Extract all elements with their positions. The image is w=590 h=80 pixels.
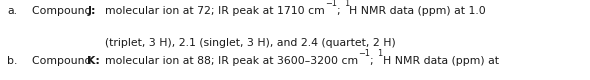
Text: H NMR data (ppm) at 1.0: H NMR data (ppm) at 1.0 bbox=[349, 6, 486, 16]
Text: −1: −1 bbox=[324, 0, 337, 8]
Text: 1: 1 bbox=[344, 0, 349, 8]
Text: molecular ion at 88; IR peak at 3600–3200 cm: molecular ion at 88; IR peak at 3600–320… bbox=[105, 56, 358, 66]
Text: 1: 1 bbox=[377, 49, 382, 58]
Text: ;: ; bbox=[370, 56, 377, 66]
Text: (triplet, 3 H), 2.1 (singlet, 3 H), and 2.4 (quartet, 2 H): (triplet, 3 H), 2.1 (singlet, 3 H), and … bbox=[105, 38, 396, 48]
Text: Compound: Compound bbox=[32, 56, 96, 66]
Text: Compound: Compound bbox=[32, 6, 96, 16]
Text: H NMR data (ppm) at: H NMR data (ppm) at bbox=[382, 56, 499, 66]
Text: ;: ; bbox=[337, 6, 344, 16]
Text: a.: a. bbox=[7, 6, 17, 16]
Text: b.: b. bbox=[7, 56, 18, 66]
Text: molecular ion at 72; IR peak at 1710 cm: molecular ion at 72; IR peak at 1710 cm bbox=[105, 6, 324, 16]
Text: J:: J: bbox=[87, 6, 96, 16]
Text: −1: −1 bbox=[358, 49, 370, 58]
Text: K:: K: bbox=[87, 56, 100, 66]
